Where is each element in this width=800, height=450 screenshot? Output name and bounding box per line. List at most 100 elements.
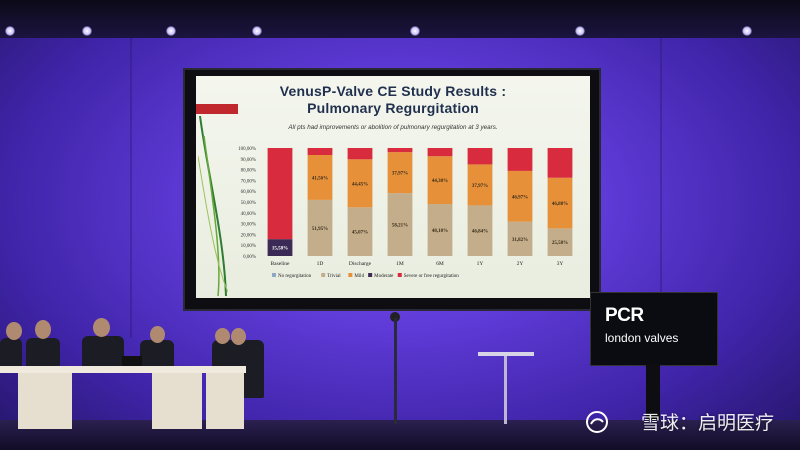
presentation-slide: VenusP-Valve CE Study Results : Pulmonar…	[196, 76, 590, 298]
pcr-subtitle: london valves	[605, 331, 679, 345]
bar-segment	[347, 159, 373, 208]
x-tick-label: 2Y	[517, 261, 524, 267]
watermark-text: 雪球：启明医疗	[640, 412, 774, 434]
y-tick-label: 50,00%	[241, 201, 256, 206]
side-table-leg	[504, 356, 507, 424]
bar-segment	[267, 239, 293, 256]
bar-segment	[507, 170, 533, 222]
y-tick-label: 100,00%	[238, 147, 256, 152]
laptop	[122, 356, 142, 366]
bar-segment	[467, 164, 493, 206]
panelist-head	[231, 328, 246, 345]
panelist-head	[215, 328, 230, 344]
x-tick-label: Baseline	[271, 261, 290, 267]
data-label: 25,58%	[552, 241, 568, 246]
x-tick-label: 1M	[396, 261, 404, 267]
legend-entry: Moderate	[374, 274, 394, 279]
y-tick-label: 40,00%	[241, 212, 256, 217]
spotlight	[5, 26, 15, 36]
microphone	[390, 312, 400, 322]
data-label: 44,45%	[352, 182, 368, 187]
data-label: 15,58%	[272, 247, 288, 252]
y-tick-label: 60,00%	[241, 190, 256, 195]
bar-segment	[387, 152, 413, 194]
pcr-london-valves-screen: PCR london valves	[590, 292, 718, 366]
x-tick-label: 1Y	[477, 261, 484, 267]
slide-accent-bar	[196, 104, 238, 114]
bar-segment	[387, 193, 413, 256]
legend-entry: No regurgitation	[278, 274, 312, 279]
x-tick-label: 3Y	[557, 261, 564, 267]
panelist	[0, 338, 22, 372]
panelist-head	[93, 318, 110, 337]
bar-segment	[507, 148, 533, 171]
data-label: 48,10%	[432, 229, 448, 234]
bar-segment	[307, 155, 333, 200]
y-tick-label: 70,00%	[241, 179, 256, 184]
desk-front-panel	[18, 373, 72, 429]
legend-entry: Trivial	[327, 274, 341, 279]
stage-floor	[0, 420, 800, 450]
x-tick-label: 1D	[317, 261, 324, 267]
slide-title: VenusP-Valve CE Study Results :	[279, 83, 507, 99]
panelist-head	[35, 320, 51, 339]
y-tick-label: 30,00%	[241, 223, 256, 228]
ceiling-truss	[0, 0, 800, 38]
legend-entry: Severe or free regurgitation	[404, 274, 460, 279]
legend-swatch	[272, 273, 276, 277]
bar-segment	[547, 228, 573, 256]
bar-segment	[347, 148, 373, 160]
side-table	[478, 352, 534, 356]
bar-segment	[307, 148, 333, 156]
bar-segment	[547, 177, 573, 229]
panelist-head	[6, 322, 22, 340]
legend-swatch	[397, 273, 402, 277]
spotlight	[252, 26, 262, 36]
bar-segment	[347, 207, 373, 256]
data-label: 46,84%	[472, 230, 488, 235]
wall-seam	[130, 38, 132, 338]
spotlight	[742, 26, 752, 36]
bar-segment	[467, 205, 493, 256]
bar-segment	[467, 148, 493, 165]
data-label: 45,07%	[352, 231, 368, 236]
pcr-logo: PCR	[605, 305, 644, 326]
bar-segment	[507, 221, 533, 256]
slide-title-second-line: Pulmonary Regurgitation	[307, 100, 479, 116]
y-tick-label: 10,00%	[241, 244, 256, 249]
spotlight	[82, 26, 92, 36]
bar-segment	[427, 148, 453, 157]
bar-segment	[267, 148, 293, 240]
legend-swatch	[368, 273, 373, 277]
data-label: 31,82%	[512, 238, 528, 243]
spotlight	[575, 26, 585, 36]
legend-swatch	[348, 273, 353, 277]
y-tick-label: 20,00%	[241, 233, 256, 238]
wall-seam	[660, 38, 662, 338]
data-label: 37,97%	[472, 184, 488, 189]
data-label: 41,56%	[312, 176, 328, 181]
bar-segment	[427, 204, 453, 256]
desk-front-panel	[152, 373, 202, 429]
microphone-stand	[394, 318, 397, 424]
snowball-logo-icon	[586, 411, 608, 433]
screen-stand	[646, 364, 660, 424]
y-tick-label: 80,00%	[241, 169, 256, 174]
x-tick-label: Discharge	[349, 261, 372, 267]
spotlight	[166, 26, 176, 36]
legend-entry: Mild	[354, 274, 364, 279]
slide-swoosh-decoration	[198, 116, 228, 296]
bar-segment	[427, 156, 453, 205]
data-label: 46,88%	[552, 202, 568, 207]
legend-swatch	[321, 273, 326, 277]
desk-front-panel	[206, 373, 244, 429]
x-tick-label: 6M	[436, 261, 444, 267]
data-label: 46,97%	[512, 195, 528, 200]
y-tick-label: 0,00%	[243, 255, 256, 260]
data-label: 37,97%	[392, 172, 408, 177]
slide-subtitle: All pts had improvements or abolition of…	[288, 124, 498, 131]
bar-segment	[387, 148, 413, 153]
data-label: 51,95%	[312, 227, 328, 232]
stacked-bar-chart: 0,00% 10,00% 20,00% 30,00% 40,00% 50,00% 60,00…	[238, 147, 573, 279]
bar-segment	[547, 148, 573, 178]
